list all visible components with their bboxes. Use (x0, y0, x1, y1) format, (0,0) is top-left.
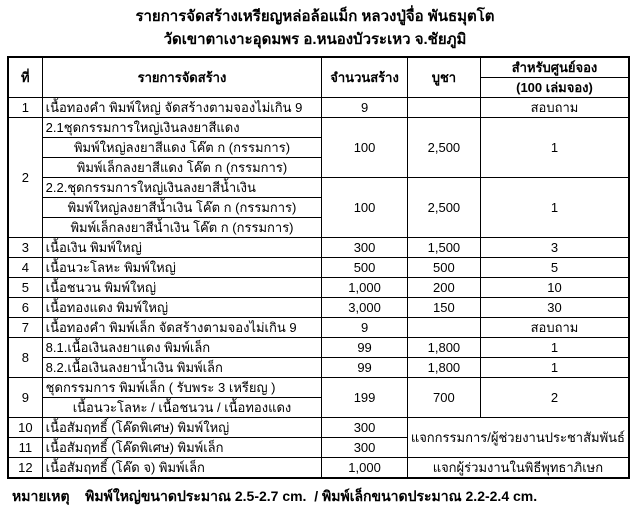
table-row: 7 เนื้อทองคำ พิมพ์เล็ก จัดสร้างตามจองไม่… (7, 317, 630, 338)
no-cell: 5 (7, 277, 43, 298)
qty-cell: 9 (321, 97, 408, 118)
no-cell: 11 (7, 437, 43, 458)
no-cell: 9 (7, 377, 43, 418)
item-cell: เนื้อสัมฤทธิ์ (โค๊ดพิเศษ) พิมพ์ใหญ่ (41, 417, 323, 438)
table-row: 2 2.1ชุดกรรมการใหญ่เงินลงยาสีแดง 100 2,5… (7, 117, 630, 238)
item-cell: พิมพ์เล็กลงยาสีน้ำเงิน โค๊ต ก (กรรมการ) (41, 217, 323, 238)
booking-cell: สอบถาม (479, 97, 630, 118)
booking-cell: 3 (479, 237, 630, 258)
qty-cell: 300 (321, 237, 408, 258)
distribution-note-cell: แจกกรรมการ/ผู้ช่วยงานประชาสัมพันธ์ (406, 417, 630, 458)
no-cell: 6 (7, 297, 43, 318)
no-cell: 1 (7, 97, 43, 118)
qty-cell: 99 (321, 357, 408, 378)
no-cell: 4 (7, 257, 43, 278)
booking-cell: 10 (479, 277, 630, 298)
price-cell: 150 (406, 297, 481, 318)
item-cell: เนื้อนวะโลหะ / เนื้อชนวน / เนื้อทองแดง (41, 397, 323, 418)
booking-cell: 2 (479, 377, 630, 418)
table-row: 2.2.ชุดกรรมการใหญ่เงินลงยาสีน้ำเงิน 100 … (8, 177, 630, 238)
booking-cell: 5 (479, 257, 630, 278)
table-row: 10 เนื้อสัมฤทธิ์ (โค๊ดพิเศษ) พิมพ์ใหญ่ 3… (7, 417, 630, 458)
qty-cell: 99 (321, 337, 408, 358)
title-line-2: วัดเขาตาเงาะอุดมพร อ.หนองบัวระเหว จ.ชัยภ… (163, 31, 467, 48)
price-cell: 1,800 (406, 357, 481, 378)
amulet-order-table: ที่ รายการจัดสร้าง จำนวนสร้าง บูชา สำหรั… (7, 56, 630, 479)
distribution-note-cell: แจกผู้ร่วมงานในพิธีพุทธาภิเษก (406, 457, 630, 479)
header-price: บูชา (406, 56, 481, 98)
qty-cell: 100 (321, 177, 408, 238)
price-cell (406, 97, 481, 118)
header-booking-line1: สำหรับศูนย์จอง (479, 56, 630, 78)
item-cell: เนื้อเงิน พิมพ์ใหญ่ (41, 237, 323, 258)
no-cell: 3 (7, 237, 43, 258)
item-cell: พิมพ์ใหญ่ลงยาสีน้ำเงิน โค๊ต ก (กรรมการ) (41, 197, 323, 218)
table-row: 8.2.เนื้อเงินลงยาน้ำเงิน พิมพ์เล็ก 99 1,… (8, 357, 630, 378)
price-cell: 2,500 (406, 117, 481, 178)
booking-cell: 1 (479, 177, 630, 238)
header-quantity: จำนวนสร้าง (321, 56, 408, 98)
header-no: ที่ (7, 56, 43, 98)
table-row: 12 เนื้อสัมฤทธิ์ (โค๊ด จ) พิมพ์เล็ก 1,00… (7, 457, 630, 479)
no-cell: 8 (7, 337, 43, 378)
header-booking-line2: (100 เล่มจอง) (479, 77, 630, 98)
item-cell: 8.1.เนื้อเงินลงยาแดง พิมพ์เล็ก (41, 337, 323, 358)
qty-cell: 1,000 (321, 277, 408, 298)
qty-cell: 500 (321, 257, 408, 278)
header-item: รายการจัดสร้าง (41, 56, 323, 98)
item-cell: 2.2.ชุดกรรมการใหญ่เงินลงยาสีน้ำเงิน (41, 177, 323, 198)
table-row: พิมพ์เล็กลงยาสีน้ำเงิน โค๊ต ก (กรรมการ) (8, 217, 629, 238)
table-row: 4 เนื้อนวะโลหะ พิมพ์ใหญ่ 500 500 5 (7, 257, 630, 278)
table-row: 11 เนื้อสัมฤทธิ์ (โค๊ดพิเศษ) พิมพ์เล็ก 3… (7, 437, 629, 458)
no-cell: 10 (7, 417, 43, 438)
table-row: 1 เนื้อทองคำ พิมพ์ใหญ่ จัดสร้างตามจองไม่… (7, 97, 630, 118)
document-title: รายการจัดสร้างเหรียญหล่อล้อแม็ก หลวงปู่จ… (0, 0, 630, 51)
qty-cell: 300 (321, 437, 408, 458)
qty-cell: 9 (321, 317, 408, 338)
booking-cell: 1 (479, 337, 630, 358)
item-cell: พิมพ์ใหญ่ลงยาสีแดง โค๊ต ก (กรรมการ) (41, 137, 323, 158)
qty-cell: 3,000 (321, 297, 408, 318)
qty-cell: 199 (321, 377, 408, 418)
price-cell: 200 (406, 277, 481, 298)
price-cell: 1,500 (406, 237, 481, 258)
price-cell: 1,800 (406, 337, 481, 358)
price-cell: 700 (406, 377, 481, 418)
table-row: 9 ชุดกรรมการ พิมพ์เล็ก ( รับพระ 3 เหรียญ… (7, 377, 630, 418)
table-row: 8 8.1.เนื้อเงินลงยาแดง พิมพ์เล็ก 99 1,80… (7, 337, 630, 378)
table-row: 3 เนื้อเงิน พิมพ์ใหญ่ 300 1,500 3 (7, 237, 630, 258)
qty-cell: 1,000 (321, 457, 408, 479)
title-line-1: รายการจัดสร้างเหรียญหล่อล้อแม็ก หลวงปู่จ… (135, 8, 495, 25)
price-cell (406, 317, 481, 338)
qty-cell: 100 (321, 117, 408, 178)
no-cell: 7 (7, 317, 43, 338)
table-row: 5 เนื้อชนวน พิมพ์ใหญ่ 1,000 200 10 (7, 277, 630, 298)
item-cell: เนื้อนวะโลหะ พิมพ์ใหญ่ (41, 257, 323, 278)
booking-cell: 30 (479, 297, 630, 318)
qty-cell: 300 (321, 417, 408, 438)
size-footnote: หมายเหตุ พิมพ์ใหญ่ขนาดประมาณ 2.5-2.7 cm.… (12, 488, 538, 504)
item-cell: เนื้อทองแดง พิมพ์ใหญ่ (41, 297, 323, 318)
item-cell: พิมพ์เล็กลงยาสีแดง โค๊ต ก (กรรมการ) (41, 157, 323, 178)
booking-cell: 1 (479, 357, 630, 378)
no-cell: 2 (7, 117, 43, 238)
item-cell: 2.1ชุดกรรมการใหญ่เงินลงยาสีแดง (41, 117, 323, 138)
no-cell: 12 (7, 457, 43, 479)
item-cell: เนื้อสัมฤทธิ์ (โค๊ด จ) พิมพ์เล็ก (41, 457, 323, 479)
item-cell: เนื้อชนวน พิมพ์ใหญ่ (41, 277, 323, 298)
price-cell: 2,500 (406, 177, 481, 238)
item-cell: ชุดกรรมการ พิมพ์เล็ก ( รับพระ 3 เหรียญ ) (41, 377, 323, 398)
booking-cell: 1 (479, 117, 630, 178)
table-row: 6 เนื้อทองแดง พิมพ์ใหญ่ 3,000 150 30 (7, 297, 630, 318)
booking-cell: สอบถาม (479, 317, 630, 338)
item-cell: เนื้อทองคำ พิมพ์เล็ก จัดสร้างตามจองไม่เก… (41, 317, 323, 338)
header-row: ที่ รายการจัดสร้าง จำนวนสร้าง บูชา สำหรั… (7, 56, 630, 98)
price-cell: 500 (406, 257, 481, 278)
item-cell: เนื้อสัมฤทธิ์ (โค๊ดพิเศษ) พิมพ์เล็ก (41, 437, 323, 458)
item-cell: เนื้อทองคำ พิมพ์ใหญ่ จัดสร้างตามจองไม่เก… (41, 97, 323, 118)
item-cell: 8.2.เนื้อเงินลงยาน้ำเงิน พิมพ์เล็ก (41, 357, 323, 378)
